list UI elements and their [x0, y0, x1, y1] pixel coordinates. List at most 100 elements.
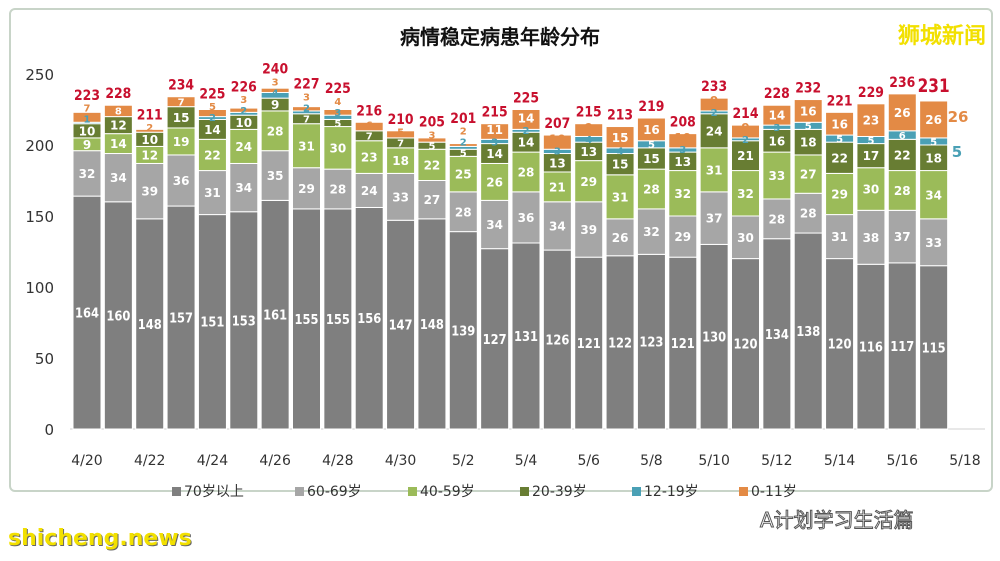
segment-label: 16	[769, 134, 786, 148]
x-tick-label: 5/6	[577, 453, 600, 469]
y-tick-label: 250	[25, 66, 54, 84]
segment-label: 24	[361, 184, 378, 198]
bar-segment-1	[135, 162, 165, 220]
x-tick-label: 4/24	[197, 453, 229, 469]
bar-segment-5	[72, 111, 102, 123]
segment-label: 13	[674, 155, 691, 169]
segment-label: 34	[549, 220, 566, 234]
total-label: 225	[513, 91, 539, 107]
segment-label: 4	[617, 146, 624, 157]
bar-segment-0	[386, 219, 416, 430]
segment-label: 17	[863, 149, 880, 163]
bar-segment-5	[511, 109, 541, 130]
bar-segment-5	[197, 109, 227, 118]
segment-label: 15	[643, 152, 660, 166]
segment-label: 18	[925, 151, 942, 165]
segment-label: 16	[831, 117, 848, 131]
segment-label: 2	[460, 127, 467, 138]
segment-label: 15	[173, 111, 190, 125]
x-tick-label: 5/12	[761, 453, 792, 469]
segment-label: 10	[674, 131, 691, 145]
segment-label: 3	[773, 123, 780, 134]
segment-label: 3	[240, 95, 247, 106]
segment-label: 28	[518, 166, 535, 180]
bar-segment-1	[323, 168, 353, 210]
segment-label: 155	[295, 313, 319, 328]
total-label: 233	[701, 79, 727, 95]
segment-label: 30	[737, 231, 754, 245]
segment-label: 34	[925, 188, 942, 202]
segment-label: 147	[389, 319, 413, 334]
segment-label: 24	[706, 124, 723, 138]
segment-label: 22	[424, 158, 441, 172]
total-label: 225	[199, 86, 225, 102]
segment-label: 16	[643, 123, 660, 137]
segment-label: 15	[612, 131, 629, 145]
bar-segment-2	[292, 123, 321, 169]
bar-segment-0	[762, 238, 792, 430]
segment-label: 29	[674, 230, 691, 244]
segment-label: 3	[428, 131, 435, 142]
bar-segment-2	[166, 127, 196, 156]
segment-label: 3	[303, 93, 310, 104]
y-tick-label: 0	[44, 421, 54, 439]
x-tick-label: 5/8	[640, 453, 663, 469]
segment-label: 28	[267, 124, 284, 138]
bar-segment-5	[731, 124, 760, 139]
bar-segment-0	[856, 263, 886, 430]
x-tick-label: 4/22	[134, 453, 165, 469]
legend-swatch	[520, 487, 529, 496]
bar-segment-2	[605, 174, 635, 220]
segment-label: 26	[925, 113, 942, 127]
segment-label: 2	[240, 106, 247, 117]
x-tick-label: 5/4	[515, 453, 538, 469]
bar-segment-2	[887, 170, 917, 211]
segment-label: 7	[303, 115, 310, 126]
bar-segment-1	[197, 170, 227, 216]
legend-swatch	[408, 487, 417, 496]
segment-label: 28	[800, 207, 817, 221]
bar-segment-0	[197, 214, 227, 430]
segment-label: 14	[518, 112, 535, 126]
bar-segment-0	[292, 208, 321, 430]
segment-label: 38	[863, 231, 880, 245]
x-tick-label: 4/26	[259, 453, 291, 469]
x-tick-label: 4/20	[71, 453, 102, 469]
segment-label: 21	[549, 180, 566, 194]
segment-label: 139	[451, 324, 475, 339]
segment-label: 120	[734, 338, 758, 353]
legend-label: 0-11岁	[751, 484, 797, 500]
callout-0-11: 26	[948, 108, 969, 126]
segment-label: 29	[831, 188, 848, 202]
segment-label: 148	[420, 318, 444, 333]
bar-segment-5	[229, 107, 259, 113]
bar-segment-1	[731, 215, 760, 260]
segment-label: 2	[146, 123, 153, 134]
bar-segment-0	[699, 243, 729, 430]
segment-label: 26	[486, 175, 503, 189]
segment-label: 5	[209, 102, 216, 113]
segment-label: 9	[710, 94, 718, 108]
total-label: 215	[576, 105, 602, 121]
bar-segment-0	[229, 211, 259, 430]
total-label: 226	[231, 79, 257, 95]
segment-label: 4	[272, 88, 279, 99]
segment-label: 33	[925, 236, 942, 250]
bar-segment-5	[793, 99, 823, 123]
segment-label: 19	[173, 135, 190, 149]
bar-segment-0	[605, 255, 635, 430]
segment-label: 6	[899, 131, 906, 142]
segment-label: 31	[204, 186, 221, 200]
total-label: 221	[827, 93, 853, 109]
bar-segment-1	[292, 167, 321, 210]
bar-segment-0	[354, 206, 384, 430]
segment-label: 31	[612, 190, 629, 204]
segment-label: 2	[460, 138, 467, 149]
segment-label: 29	[580, 175, 597, 189]
bar-segment-1	[448, 191, 478, 233]
segment-label: 9	[741, 121, 749, 135]
legend-label: 20-39岁	[532, 484, 587, 500]
segment-label: 121	[671, 337, 695, 352]
segment-label: 120	[828, 338, 852, 353]
